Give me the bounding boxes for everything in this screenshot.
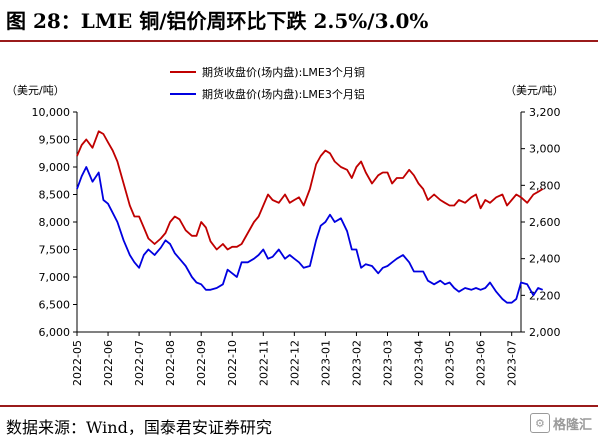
axes: 6,000 6,500 7,000 7,500 8,000 8,500 9,000 9,500… xyxy=(32,106,561,386)
right-tick-label: 2,400 xyxy=(529,253,561,266)
right-tick-label: 2,800 xyxy=(529,179,561,192)
left-tick-label: 10,000 xyxy=(32,106,71,119)
x-tick-label: 2022-05 xyxy=(71,340,84,386)
right-tick-label: 3,200 xyxy=(529,106,561,119)
watermark-logo-icon: ⚙ xyxy=(529,413,550,433)
right-axis-unit-label: （美元/吨） xyxy=(505,84,564,97)
right-tick-label: 3,000 xyxy=(529,143,561,156)
footer-divider xyxy=(0,405,598,407)
left-tick-label: 6,000 xyxy=(39,326,71,339)
left-tick-label: 8,500 xyxy=(39,189,71,202)
plot-area xyxy=(76,130,544,304)
right-tick-label: 2,200 xyxy=(529,289,561,302)
left-tick-label: 6,500 xyxy=(39,299,71,312)
right-tick-label: 2,600 xyxy=(529,216,561,229)
x-tick-label: 2022-06 xyxy=(102,340,115,386)
left-tick-label: 7,000 xyxy=(39,271,71,284)
x-tick-label: 2022-09 xyxy=(195,340,208,386)
right-tick-label: 2,000 xyxy=(529,326,561,339)
left-tick-label: 9,000 xyxy=(39,161,71,174)
title-bar: 图 28：LME 铜/铝价周环比下跌 2.5%/3.0% xyxy=(0,0,598,42)
copper-series-line xyxy=(76,130,544,251)
x-tick-label: 2023-02 xyxy=(350,340,363,386)
data-source: 数据来源：Wind，国泰君安证券研究 xyxy=(6,418,272,437)
x-tick-label: 2023-07 xyxy=(506,340,519,386)
left-tick-label: 9,500 xyxy=(39,134,71,147)
watermark: ⚙ 格隆汇 xyxy=(529,413,592,433)
x-tick-label: 2023-04 xyxy=(413,340,426,386)
x-tick-label: 2022-07 xyxy=(133,340,146,386)
watermark-text: 格隆汇 xyxy=(552,417,592,433)
x-tick-label: 2022-11 xyxy=(257,340,270,386)
x-tick-label: 2022-12 xyxy=(288,340,301,386)
x-tick-label: 2023-03 xyxy=(381,340,394,386)
chart-title: 图 28：LME 铜/铝价周环比下跌 2.5%/3.0% xyxy=(6,9,429,33)
x-tick-label: 2022-10 xyxy=(226,340,239,386)
x-tick-label: 2022-08 xyxy=(164,340,177,386)
legend-label-1: 期货收盘价(场内盘):LME3个月铝 xyxy=(202,87,365,101)
left-axis-unit-label: （美元/吨） xyxy=(6,84,65,97)
x-tick-label: 2023-06 xyxy=(475,340,488,386)
left-tick-label: 7,500 xyxy=(39,244,71,257)
x-tick-label: 2023-01 xyxy=(319,340,332,386)
legend-label-0: 期货收盘价(场内盘):LME3个月铜 xyxy=(202,65,365,79)
aluminum-series-line xyxy=(76,166,544,304)
left-tick-label: 8,000 xyxy=(39,216,71,229)
x-tick-label: 2023-05 xyxy=(444,340,457,386)
